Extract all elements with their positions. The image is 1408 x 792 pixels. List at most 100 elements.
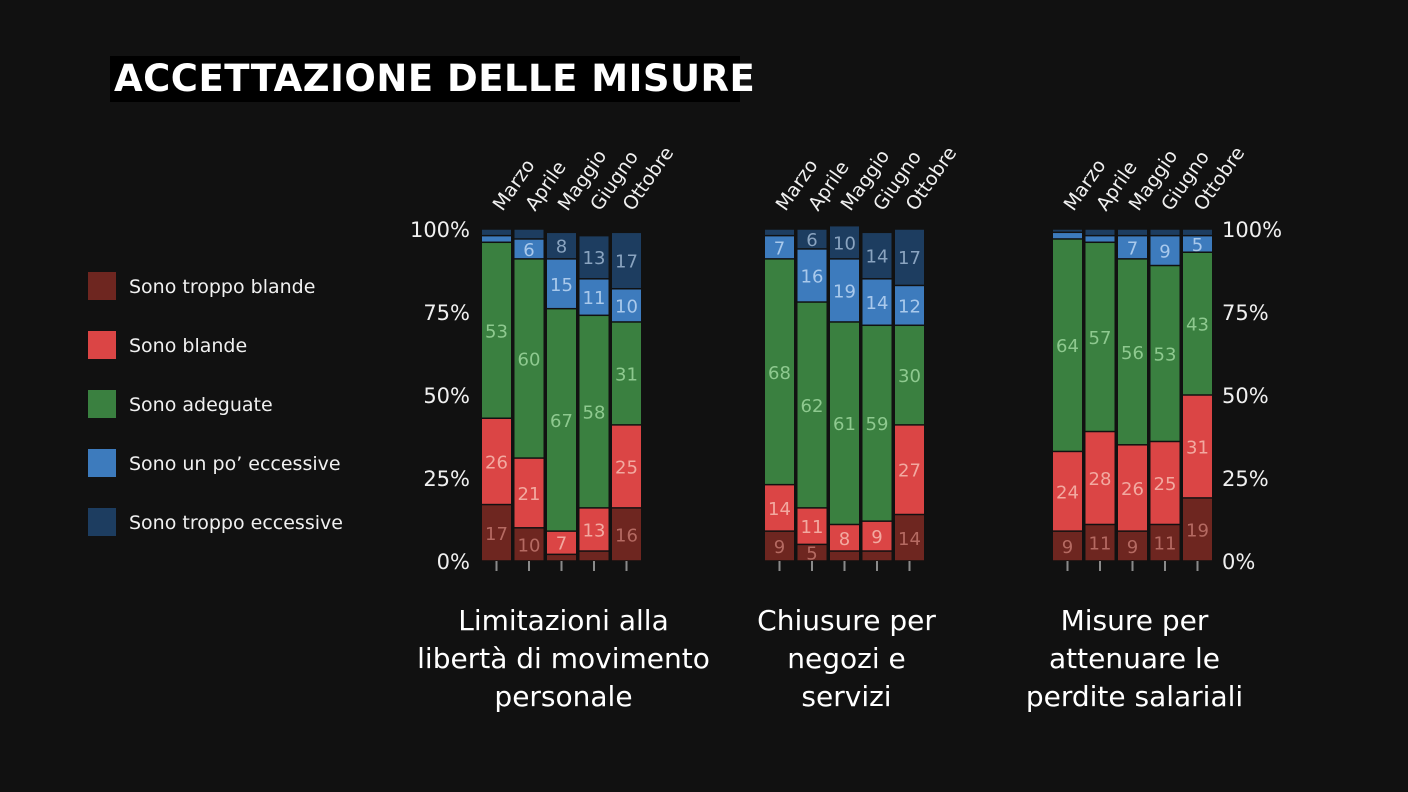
data-label: 31 (615, 364, 638, 385)
bar-segment (1053, 233, 1082, 239)
y-tick-label-left: 75% (423, 301, 470, 325)
bar-segment (895, 425, 924, 514)
bar-segment (862, 551, 892, 561)
bar-segment (1053, 531, 1082, 561)
y-tick-label-left: 25% (423, 467, 470, 491)
data-label: 68 (768, 363, 791, 384)
bar-segment (482, 236, 511, 242)
data-label: 7 (556, 534, 567, 555)
bar-segment (482, 229, 511, 235)
bar-segment (797, 249, 827, 302)
bar-segment (1150, 442, 1180, 524)
bar-segment (765, 236, 794, 259)
data-label: 6 (806, 230, 817, 251)
panel-title-line: negozi e (787, 642, 905, 675)
legend-item-adeguate: Sono adeguate (88, 390, 388, 420)
bar-segment (765, 485, 794, 531)
data-label: 21 (518, 484, 541, 505)
data-label: 11 (583, 288, 606, 309)
data-label: 62 (801, 396, 824, 417)
bar-segment (1118, 259, 1147, 445)
data-label: 10 (833, 233, 856, 254)
data-label: 9 (774, 537, 785, 558)
bar-segment (482, 505, 511, 561)
data-label: 8 (839, 529, 850, 550)
data-label: 14 (866, 247, 889, 268)
data-label: 11 (1154, 534, 1177, 555)
bar-segment (514, 229, 544, 239)
bar-segment (579, 551, 609, 561)
legend-label-adeguate: Sono adeguate (129, 394, 273, 416)
bar-segment (830, 551, 859, 561)
bar-segment (612, 233, 641, 289)
bar-segment (514, 259, 544, 458)
data-label: 7 (1127, 238, 1138, 259)
data-label: 6 (523, 240, 534, 261)
data-label: 19 (833, 281, 856, 302)
bar-segment (1150, 229, 1180, 235)
data-label: 13 (583, 248, 606, 269)
data-label: 11 (1089, 534, 1112, 555)
data-label: 14 (866, 293, 889, 314)
panel-title-line: personale (494, 680, 632, 713)
data-label: 17 (615, 252, 638, 273)
data-label: 9 (1159, 242, 1170, 263)
bar-segment (1118, 531, 1147, 561)
bar-segment (1118, 445, 1147, 531)
legend-swatch-adeguate (88, 390, 116, 418)
bar-segment (895, 229, 924, 285)
panel-title-line: libertà di movimento (417, 642, 710, 675)
bar-segment (1150, 266, 1180, 441)
bar-segment (514, 528, 544, 561)
bar-segment (1118, 229, 1147, 235)
bar-segment (862, 233, 892, 279)
data-label: 26 (1121, 479, 1144, 500)
data-label: 57 (1089, 328, 1112, 349)
bar-segment (1183, 498, 1212, 561)
data-label: 17 (898, 248, 921, 269)
bar-segment (1053, 452, 1082, 531)
data-label: 24 (1056, 482, 1079, 503)
data-label: 9 (1062, 537, 1073, 558)
data-label: 17 (485, 524, 508, 545)
data-label: 59 (866, 414, 889, 435)
bar-segment (547, 233, 576, 259)
data-label: 25 (615, 457, 638, 478)
data-label: 15 (550, 275, 573, 296)
bar-segment (1150, 525, 1180, 561)
legend-swatch-troppo-blande (88, 272, 116, 300)
bar-segment (547, 555, 576, 561)
legend-label-troppo-eccessive: Sono troppo eccessive (129, 512, 343, 534)
data-label: 16 (801, 266, 824, 287)
bar-segment (1085, 432, 1115, 524)
legend-item-troppo-eccessive: Sono troppo eccessive (88, 508, 388, 538)
bar-segment (1085, 229, 1115, 235)
data-label: 5 (806, 544, 817, 565)
data-label: 58 (583, 403, 606, 424)
bar-segment (612, 289, 641, 322)
data-label: 10 (615, 296, 638, 317)
bar-segment (612, 425, 641, 508)
bar-segment (765, 259, 794, 484)
legend-item-troppo-blande: Sono troppo blande (88, 272, 388, 302)
legend-swatch-troppo-eccessive (88, 508, 116, 536)
bar-segment (579, 279, 609, 315)
bar-segment (514, 458, 544, 528)
legend-item-un-po-eccessive: Sono un po’ eccessive (88, 449, 388, 479)
bar-segment (514, 239, 544, 259)
bar-segment (579, 236, 609, 279)
y-tick-label-left: 100% (410, 218, 470, 242)
y-tick-label-right: 100% (1222, 218, 1282, 242)
data-label: 9 (1127, 537, 1138, 558)
bar-segment (830, 525, 859, 551)
data-label: 28 (1089, 469, 1112, 490)
data-label: 7 (774, 238, 785, 259)
y-tick-label-left: 50% (423, 384, 470, 408)
bar-segment (1085, 236, 1115, 242)
data-label: 64 (1056, 336, 1079, 357)
bar-segment (895, 326, 924, 425)
data-label: 53 (1154, 345, 1177, 366)
bar-segment (612, 508, 641, 561)
y-tick-label-right: 50% (1222, 384, 1269, 408)
